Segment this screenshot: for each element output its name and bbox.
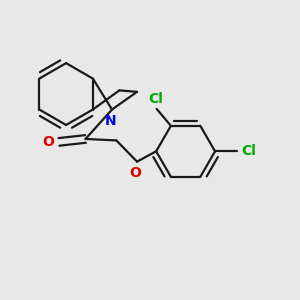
Text: O: O: [130, 167, 142, 180]
Text: Cl: Cl: [241, 144, 256, 158]
Text: N: N: [105, 114, 116, 128]
Text: O: O: [42, 135, 54, 149]
Text: Cl: Cl: [148, 92, 163, 106]
